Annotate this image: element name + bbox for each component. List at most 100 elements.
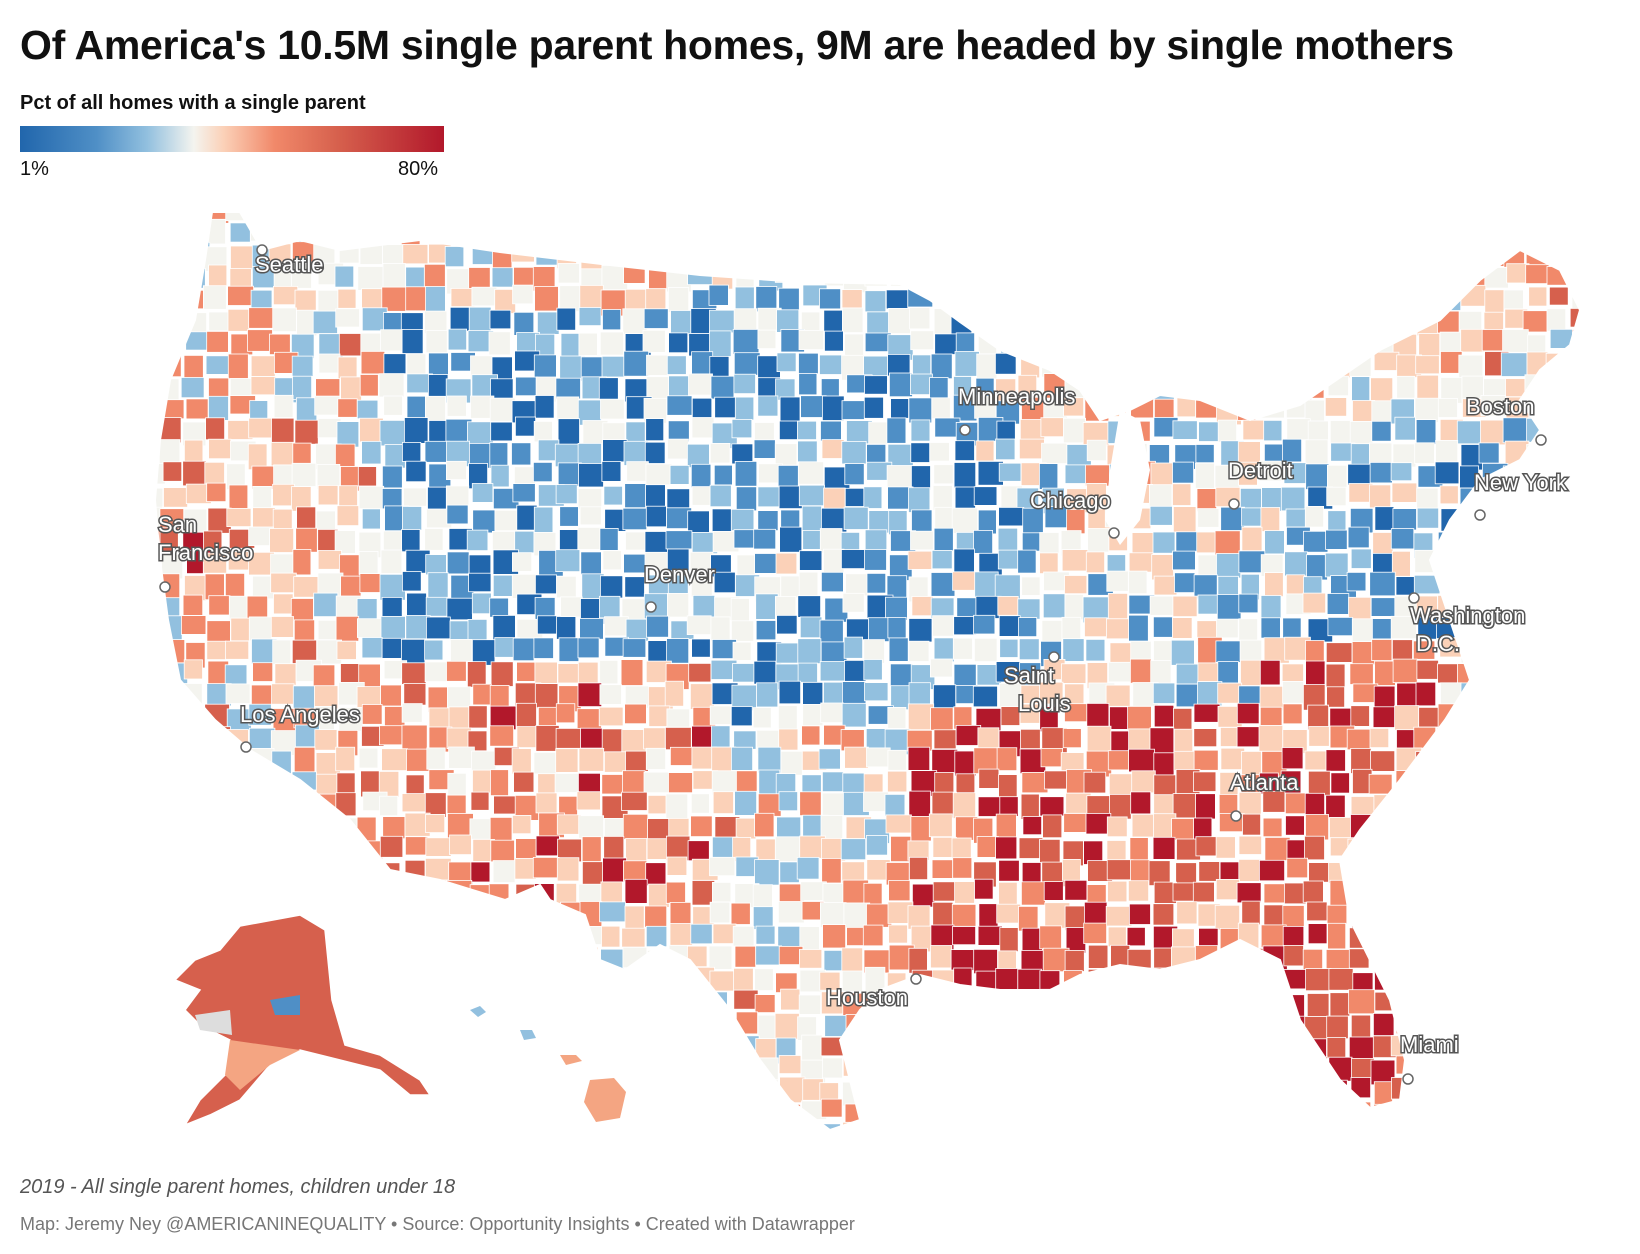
county-cell[interactable]	[1085, 639, 1106, 662]
county-cell[interactable]	[556, 307, 577, 331]
county-cell[interactable]	[1175, 862, 1197, 885]
county-cell[interactable]	[494, 509, 521, 532]
county-cell[interactable]	[140, 772, 162, 796]
county-cell[interactable]	[340, 376, 362, 403]
county-cell[interactable]	[664, 680, 685, 707]
county-cell[interactable]	[599, 595, 621, 619]
county-cell[interactable]	[401, 441, 422, 462]
county-cell[interactable]	[888, 1035, 912, 1061]
county-cell[interactable]	[1594, 687, 1614, 705]
county-cell[interactable]	[428, 352, 449, 376]
county-cell[interactable]	[1193, 749, 1219, 771]
county-cell[interactable]	[252, 507, 276, 530]
county-cell[interactable]	[952, 792, 977, 819]
county-cell[interactable]	[1392, 639, 1413, 661]
county-cell[interactable]	[1548, 1081, 1568, 1106]
county-cell[interactable]	[313, 592, 339, 617]
county-cell[interactable]	[139, 487, 164, 512]
county-cell[interactable]	[469, 1125, 489, 1146]
county-cell[interactable]	[248, 307, 274, 329]
county-cell[interactable]	[1481, 1104, 1501, 1130]
county-cell[interactable]	[1263, 1103, 1285, 1129]
county-cell[interactable]	[1414, 397, 1439, 423]
county-cell[interactable]	[1501, 835, 1521, 858]
county-cell[interactable]	[1326, 1124, 1353, 1146]
county-cell[interactable]	[358, 883, 379, 907]
county-cell[interactable]	[932, 263, 959, 289]
county-cell[interactable]	[930, 572, 956, 597]
county-cell[interactable]	[1572, 329, 1591, 356]
county-cell[interactable]	[802, 704, 824, 727]
county-cell[interactable]	[292, 442, 312, 465]
county-cell[interactable]	[1000, 706, 1021, 726]
county-cell[interactable]	[1528, 814, 1553, 834]
county-cell[interactable]	[1214, 334, 1235, 355]
county-cell[interactable]	[952, 290, 979, 312]
county-cell[interactable]	[1128, 1123, 1152, 1142]
county-cell[interactable]	[336, 421, 360, 448]
county-cell[interactable]	[995, 813, 1017, 841]
county-cell[interactable]	[204, 812, 227, 840]
county-cell[interactable]	[382, 244, 405, 266]
county-cell[interactable]	[1522, 1013, 1549, 1039]
county-cell[interactable]	[887, 707, 907, 729]
county-cell[interactable]	[1238, 1012, 1258, 1032]
county-cell[interactable]	[1502, 662, 1527, 688]
county-cell[interactable]	[668, 332, 689, 354]
county-cell[interactable]	[556, 396, 580, 422]
county-cell[interactable]	[1479, 926, 1500, 949]
county-cell[interactable]	[801, 199, 824, 222]
county-cell[interactable]	[447, 202, 472, 227]
county-cell[interactable]	[424, 440, 451, 463]
county-cell[interactable]	[159, 351, 182, 378]
county-cell[interactable]	[709, 705, 732, 725]
county-cell[interactable]	[954, 440, 975, 462]
county-cell[interactable]	[1369, 728, 1390, 749]
county-cell[interactable]	[1129, 903, 1151, 925]
county-cell[interactable]	[1571, 222, 1594, 248]
county-cell[interactable]	[1175, 683, 1200, 708]
county-cell[interactable]	[692, 1056, 719, 1078]
county-cell[interactable]	[1548, 925, 1575, 951]
county-cell[interactable]	[1195, 444, 1215, 464]
county-cell[interactable]	[1414, 1081, 1438, 1104]
county-cell[interactable]	[161, 728, 187, 751]
hawaii[interactable]	[470, 1006, 626, 1122]
county-cell[interactable]	[1390, 528, 1415, 550]
county-cell[interactable]	[1195, 1056, 1221, 1082]
county-cell[interactable]	[1549, 881, 1573, 907]
county-cell[interactable]	[888, 1014, 912, 1040]
county-cell[interactable]	[667, 1126, 689, 1146]
county-cell[interactable]	[974, 571, 999, 599]
county-cell[interactable]	[1412, 857, 1437, 885]
county-cell[interactable]	[1062, 728, 1082, 749]
county-cell[interactable]	[1087, 528, 1110, 553]
county-cell[interactable]	[424, 1012, 449, 1034]
county-cell[interactable]	[1066, 508, 1086, 535]
county-cell[interactable]	[1104, 1015, 1131, 1039]
county-cell[interactable]	[796, 857, 820, 880]
county-cell[interactable]	[1303, 334, 1330, 359]
county-cell[interactable]	[1085, 464, 1110, 487]
county-cell[interactable]	[1549, 286, 1569, 306]
county-cell[interactable]	[1017, 549, 1037, 574]
county-cell[interactable]	[621, 1055, 646, 1082]
county-cell[interactable]	[931, 397, 951, 419]
county-cell[interactable]	[159, 946, 179, 967]
county-cell[interactable]	[1108, 1077, 1131, 1099]
county-cell[interactable]	[406, 395, 428, 421]
county-cell[interactable]	[1020, 242, 1040, 263]
county-cell[interactable]	[1480, 769, 1504, 792]
county-cell[interactable]	[142, 1099, 163, 1121]
county-cell[interactable]	[203, 795, 226, 815]
county-cell[interactable]	[799, 791, 822, 816]
county-cell[interactable]	[624, 703, 647, 725]
county-cell[interactable]	[1500, 946, 1523, 967]
county-cell[interactable]	[137, 374, 158, 401]
county-cell[interactable]	[1567, 1123, 1589, 1144]
county-cell[interactable]	[1524, 664, 1546, 684]
county-cell[interactable]	[866, 747, 891, 768]
county-cell[interactable]	[1329, 420, 1353, 445]
county-cell[interactable]	[404, 836, 429, 856]
county-cell[interactable]	[1391, 482, 1418, 503]
